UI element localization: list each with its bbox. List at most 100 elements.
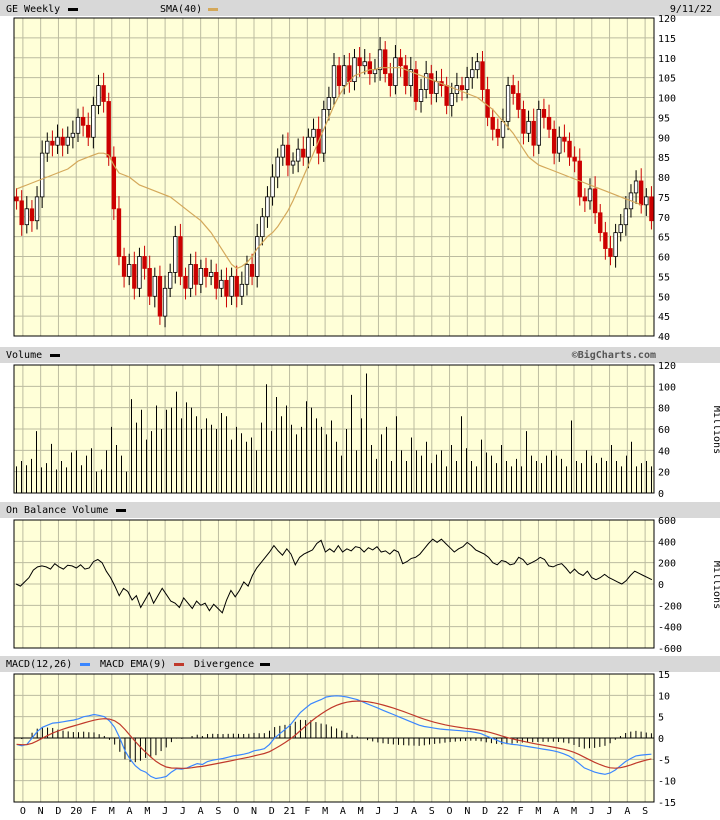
candle-body	[623, 208, 629, 226]
candle-body	[208, 271, 214, 277]
y-tick-label: 120	[658, 361, 676, 372]
x-tick-label: F	[304, 806, 310, 817]
candle-body	[193, 264, 198, 285]
y-tick-label: 90	[658, 133, 670, 144]
y-tick-label: 115	[658, 34, 676, 45]
x-tick-label: M	[322, 806, 328, 817]
y-tick-label: 60	[658, 425, 670, 436]
candle-body	[285, 144, 291, 166]
sma-legend-label: SMA(40)	[160, 4, 202, 15]
candle-body	[393, 57, 398, 86]
candle-body	[229, 275, 234, 297]
candle-body	[367, 61, 373, 75]
candle-body	[183, 275, 188, 289]
x-tick-label: J	[607, 806, 613, 817]
candle-body	[475, 61, 480, 71]
candle-body	[24, 208, 29, 226]
x-tick-label: A	[411, 806, 417, 817]
candle-body	[644, 196, 649, 206]
candle-body	[290, 160, 296, 166]
x-tick-label: J	[589, 806, 595, 817]
y-tick-label: -15	[658, 798, 676, 809]
candle-body	[39, 152, 45, 198]
y-tick-label: 100	[658, 94, 676, 105]
candle-body	[162, 287, 168, 317]
volume-panel-title: Volume	[6, 350, 42, 361]
candle-body	[342, 65, 347, 86]
candle-body	[106, 101, 111, 158]
candle-body	[418, 89, 424, 102]
macd-legend-swatch	[80, 663, 90, 666]
x-tick-label: S	[215, 806, 221, 817]
candle-body	[178, 236, 183, 277]
x-tick-label: O	[447, 806, 453, 817]
candle-body	[562, 136, 567, 142]
obv-legend-swatch	[116, 509, 126, 512]
y-tick-label: 40	[658, 446, 670, 457]
candle-body	[14, 196, 19, 202]
candle-body	[495, 128, 501, 138]
candle-body	[331, 65, 337, 98]
candle-body	[521, 109, 526, 134]
chart-date: 9/11/22	[670, 4, 712, 15]
candle-body	[157, 275, 163, 317]
y-tick-label: 85	[658, 153, 670, 164]
x-tick-label: M	[109, 806, 115, 817]
volume-legend-swatch	[50, 354, 60, 357]
x-tick-label: A	[198, 806, 204, 817]
candle-body	[403, 65, 408, 86]
candle-body	[167, 271, 173, 289]
candle-body	[485, 89, 490, 118]
copyright-label: ©BigCharts.com	[572, 349, 656, 361]
candle-body	[96, 85, 101, 106]
candle-body	[480, 61, 485, 90]
candle-body	[80, 116, 86, 126]
x-tick-label: F	[518, 806, 524, 817]
y-tick-label: 20	[658, 468, 670, 479]
candle-body	[398, 57, 403, 67]
marks-layer	[14, 37, 654, 780]
macd-ema-legend-label: MACD EMA(9)	[100, 659, 166, 670]
candle-body	[577, 160, 582, 198]
y-tick-label: 40	[658, 332, 670, 343]
y-tick-label: 110	[658, 54, 676, 65]
candle-body	[239, 283, 245, 297]
candle-body	[464, 77, 470, 90]
candle-body	[649, 196, 654, 222]
price-legend-swatch	[68, 8, 78, 11]
candle-body	[65, 136, 70, 146]
candle-body	[111, 156, 117, 210]
candle-body	[275, 156, 280, 178]
y-tick-label: 70	[658, 213, 670, 224]
y-tick-label: 55	[658, 272, 670, 283]
y-tick-label: 95	[658, 113, 670, 124]
y-tick-label: 200	[658, 559, 676, 570]
candle-body	[541, 109, 547, 118]
macd-line	[16, 695, 652, 780]
x-tick-label: O	[20, 806, 26, 817]
obv-line	[15, 538, 653, 614]
candle-body	[592, 188, 598, 214]
candle-body	[413, 69, 419, 102]
x-tick-label: A	[624, 806, 630, 817]
candle-body	[29, 208, 35, 222]
x-tick-label: J	[393, 806, 399, 817]
x-tick-label: D	[269, 806, 275, 817]
candle-body	[295, 148, 301, 162]
candle-body	[249, 264, 255, 277]
x-tick-label: S	[642, 806, 648, 817]
candle-body	[142, 256, 147, 269]
y-tick-label: 15	[658, 670, 670, 681]
candle-body	[70, 132, 76, 138]
y-tick-label: 0	[658, 734, 664, 745]
volume-axis-title: Millions	[711, 406, 720, 454]
x-tick-label: D	[482, 806, 488, 817]
candle-body	[321, 109, 326, 154]
candle-body	[449, 93, 454, 106]
x-tick-label: D	[55, 806, 61, 817]
x-tick-label: A	[127, 806, 133, 817]
candle-body	[618, 224, 623, 234]
candle-body	[127, 264, 132, 277]
y-tick-label: 10	[658, 691, 670, 702]
